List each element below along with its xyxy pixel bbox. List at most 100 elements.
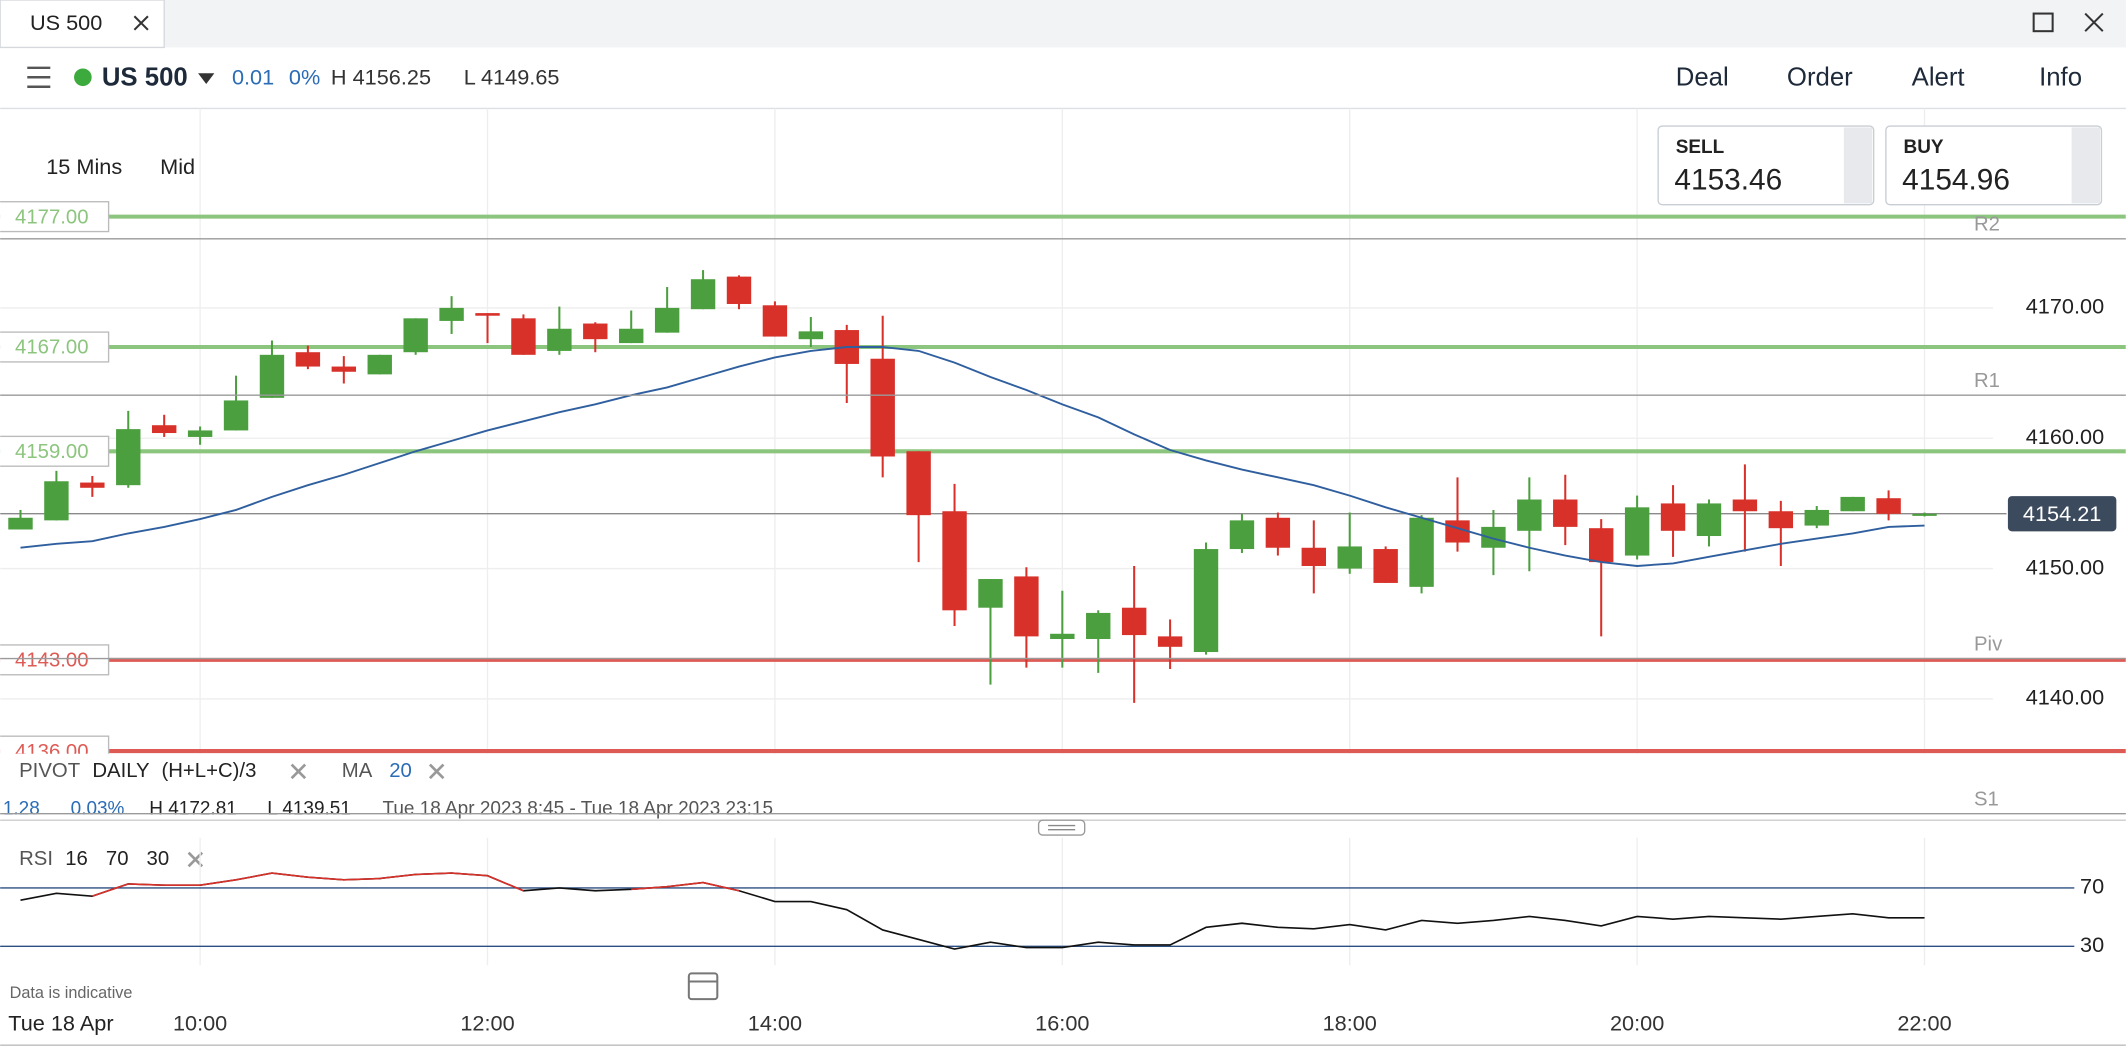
rsi-overbought-segment	[415, 872, 452, 876]
x-tick-label: 14:00	[748, 1011, 802, 1036]
disclaimer: Data is indicative	[10, 984, 133, 1002]
menu-icon[interactable]	[27, 66, 51, 88]
remove-ma[interactable]	[428, 763, 445, 780]
date-label: Tue 18 Apr	[8, 1011, 113, 1036]
sell-box[interactable]	[1657, 125, 1875, 206]
x-tick-label: 18:00	[1323, 1011, 1377, 1036]
candle-body	[1050, 633, 1075, 639]
rsi-overbought-segment	[307, 876, 344, 881]
rsi-name: RSI	[19, 848, 53, 870]
close-tab-icon[interactable]	[133, 15, 149, 31]
candle-body	[942, 511, 967, 611]
info-bg	[0, 797, 821, 823]
remove-pivot[interactable]	[290, 763, 307, 780]
candle-body	[1660, 503, 1686, 531]
candle-body	[1157, 636, 1183, 647]
change-pct: 0%	[289, 64, 320, 89]
rsi-line	[20, 872, 1925, 950]
candle-body	[403, 318, 428, 353]
candle-body	[798, 331, 824, 340]
tab[interactable]	[0, 0, 165, 49]
x-tick-label: 12:00	[460, 1011, 514, 1036]
price-plot: 4177.00 4167.00 4159.00 4143.00 4136.00	[0, 108, 2126, 763]
session-high: H 4156.25	[331, 64, 431, 89]
rsi-tick-label: 70	[2080, 874, 2104, 899]
candle-body	[475, 313, 500, 316]
interval[interactable]: 15 Mins	[46, 154, 122, 179]
candle-body	[187, 430, 213, 437]
candle-body	[8, 517, 33, 530]
info-high: H 4172.81	[149, 798, 237, 819]
sell-box-edge	[1843, 127, 1873, 204]
rsi-overbought-segment	[379, 873, 416, 880]
candle-body	[295, 352, 321, 367]
alert-button[interactable]: Alert	[1912, 63, 1965, 91]
rsi-overbought-segment	[702, 881, 740, 892]
rsi-tick-label: 30	[2080, 932, 2104, 957]
order-button[interactable]: Order	[1787, 63, 1853, 91]
info-change: 1.28	[3, 798, 40, 819]
y-tick-label: 4160.00	[2026, 424, 2104, 449]
x-tick-label: 16:00	[1035, 1011, 1089, 1036]
buy-box[interactable]	[1885, 125, 2103, 206]
maximize-icon[interactable]	[2032, 12, 2054, 33]
market-open-dot	[74, 68, 92, 87]
level-label-box	[0, 201, 110, 233]
candle-body	[151, 425, 177, 434]
level-label: 4136.00	[15, 741, 88, 763]
candle-body	[1912, 513, 1937, 516]
level-label: 4177.00	[15, 206, 88, 228]
rsi-overbought-segment	[487, 874, 524, 892]
candle-body	[1804, 509, 1829, 526]
rsi-overbought-segment	[235, 872, 273, 881]
last-price-tag	[2007, 496, 2117, 532]
candle-body	[1553, 499, 1578, 527]
rsi-overbought-segment	[199, 879, 237, 887]
close-window-icon[interactable]	[2084, 12, 2104, 32]
candle-body	[906, 451, 931, 516]
resize-handle[interactable]	[1037, 819, 1086, 836]
sell-price[interactable]: 4153.46	[1674, 164, 1782, 197]
level-label: 4167.00	[15, 337, 88, 359]
candle-body	[1768, 511, 1794, 529]
pivot-period: DAILY	[92, 760, 150, 782]
info-low: L 4139.51	[267, 798, 351, 819]
candle-body	[978, 579, 1003, 608]
candle-body	[619, 328, 644, 344]
candle-body	[1121, 607, 1147, 636]
last-price-label: 4154.21	[2023, 501, 2101, 526]
level-label-box	[0, 331, 110, 363]
info-range: Tue 18 Apr 2023 8:45 - Tue 18 Apr 2023 2…	[382, 798, 773, 819]
instrument-dropdown[interactable]	[198, 73, 215, 85]
y-tick-label: 4170.00	[2026, 294, 2104, 319]
candle-body	[367, 354, 392, 375]
candle-body	[1409, 517, 1434, 587]
tab-title: US 500	[30, 10, 102, 35]
level-label: 4143.00	[15, 650, 88, 672]
rsi-overbought-segment	[92, 883, 129, 897]
deal-button[interactable]: Deal	[1676, 63, 1729, 91]
y-tick-label: 4150.00	[2026, 554, 2104, 579]
rsi-overbought-segment	[451, 872, 488, 877]
buy-price[interactable]: 4154.96	[1902, 164, 2010, 197]
candle-body	[331, 366, 357, 372]
candle-body	[1589, 528, 1614, 563]
candle-body	[583, 323, 608, 340]
candle-body	[116, 429, 141, 486]
rsi-overbought-segment	[128, 883, 165, 887]
candle-body	[1014, 576, 1039, 637]
tab-bar	[0, 0, 2126, 48]
level-label-box	[0, 644, 110, 676]
candle-body	[1229, 520, 1255, 550]
instrument[interactable]: US 500	[102, 63, 188, 91]
level-label: 4159.00	[15, 441, 88, 463]
rsi-overbought-segment	[271, 872, 308, 878]
candle-body	[44, 481, 69, 521]
change: 0.01	[232, 64, 274, 89]
info-button[interactable]: Info	[2039, 63, 2082, 91]
rsi-period: 16	[65, 848, 88, 870]
price-type[interactable]: Mid	[160, 154, 195, 179]
candle-body	[1373, 549, 1398, 583]
candle-body	[1301, 547, 1326, 566]
calendar-icon[interactable]	[687, 972, 719, 1001]
